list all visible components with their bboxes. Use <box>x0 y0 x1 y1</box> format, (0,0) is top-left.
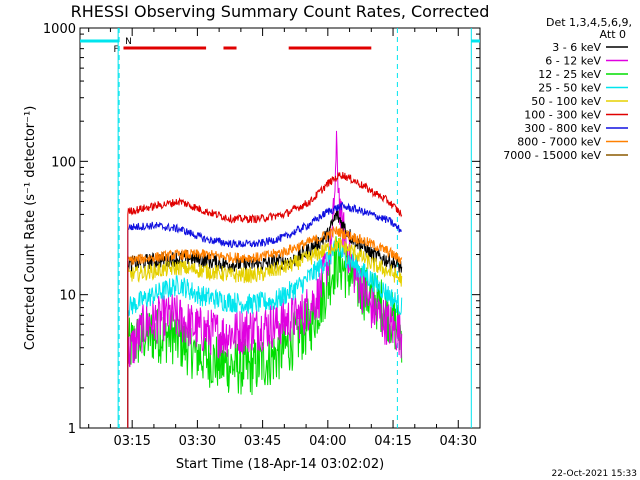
flare-flag-label: F <box>113 45 118 55</box>
series-line-0 <box>127 210 403 428</box>
y-tick-label: 100 <box>51 155 76 170</box>
x-axis-label: Start Time (18-Apr-14 03:02:02) <box>176 457 384 472</box>
night-flag-label: N <box>125 37 132 47</box>
plot-area: 03:15 03:30 03:45 04:00 04:15 04:30 1 10 100 1000… <box>43 22 481 449</box>
legend-label: 7000 - 15000 keV <box>503 149 601 162</box>
x-tick-label: 04:30 <box>440 434 477 449</box>
legend-header-line-2: Att 0 <box>600 28 626 41</box>
series-line-1 <box>127 130 403 428</box>
plot-frame <box>79 27 481 429</box>
y-tick-label: 1000 <box>43 22 76 37</box>
series-line-4 <box>127 237 403 428</box>
legend-label: 12 - 25 keV <box>538 68 601 81</box>
footer-date: 22-Oct-2021 15:33 <box>552 469 637 479</box>
legend-label: 300 - 800 keV <box>524 122 601 135</box>
x-tick-label: 04:00 <box>309 434 346 449</box>
x-tick-label: 03:45 <box>244 434 281 449</box>
series-line-3 <box>127 240 403 428</box>
legend-label: 800 - 7000 keV <box>517 136 601 149</box>
series-line-7 <box>127 225 403 428</box>
legend-label: 6 - 12 keV <box>545 55 601 68</box>
x-tick-label: 03:30 <box>179 434 216 449</box>
y-tick-label: 10 <box>59 289 76 304</box>
x-tick-label: 03:15 <box>113 434 150 449</box>
legend-label: 50 - 100 keV <box>531 95 601 108</box>
y-tick-label: 1 <box>68 422 76 437</box>
legend-label: 25 - 50 keV <box>538 82 601 95</box>
y-axis-label: Corrected Count Rate (s⁻¹ detector⁻¹) <box>23 106 38 351</box>
chart-title: RHESSI Observing Summary Count Rates, Co… <box>71 2 490 21</box>
x-tick-label: 04:15 <box>374 434 411 449</box>
series-line-6 <box>127 201 402 428</box>
series-line-5 <box>127 171 403 428</box>
legend-label: 100 - 300 keV <box>524 109 601 122</box>
legend-label: 3 - 6 keV <box>552 41 601 54</box>
legend-header-line-1: Det 1,3,4,5,6,9, <box>546 16 632 29</box>
